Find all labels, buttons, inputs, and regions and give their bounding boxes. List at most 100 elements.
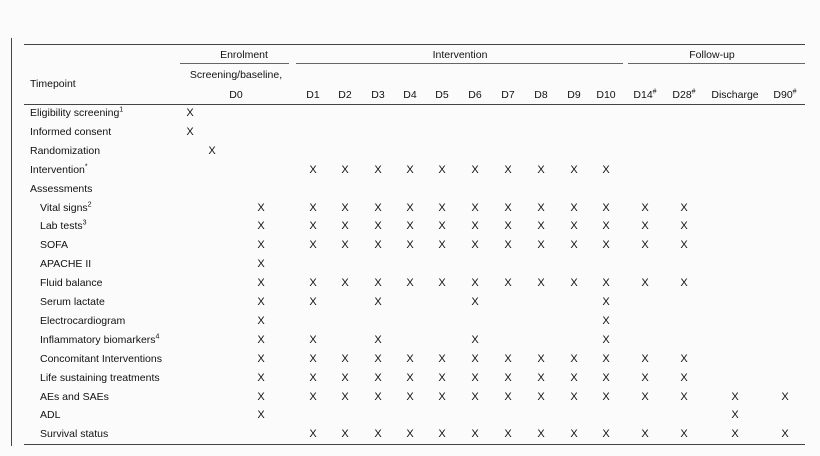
schedule-mark: X: [374, 201, 382, 214]
screening-header: Screening/baseline,: [189, 69, 283, 81]
footnote-marker: 2: [87, 201, 92, 208]
schedule-mark: X: [406, 371, 414, 384]
schedule-mark: X: [641, 201, 649, 214]
table-bottom-rule: [24, 444, 805, 445]
schedule-mark: X: [537, 390, 545, 403]
schedule-mark: X: [257, 314, 265, 327]
schedule-mark: X: [602, 333, 610, 346]
row-label: Randomization: [30, 144, 101, 157]
schedule-mark: X: [731, 409, 739, 422]
schedule-mark: X: [374, 296, 382, 308]
group-intervention: Intervention: [432, 49, 488, 61]
schedule-mark: X: [406, 201, 414, 214]
schedule-mark: X: [570, 428, 578, 441]
schedule-mark: X: [341, 277, 349, 290]
schedule-mark: X: [341, 201, 349, 214]
schedule-mark: X: [570, 277, 578, 290]
schedule-mark: X: [309, 371, 317, 384]
schedule-mark: X: [406, 428, 414, 441]
column-header: D6: [468, 89, 482, 101]
schedule-mark: X: [602, 201, 610, 214]
schedule-mark: X: [438, 239, 446, 252]
schedule-mark: X: [641, 239, 649, 252]
schedule-mark: X: [374, 220, 382, 233]
schedule-mark: X: [570, 352, 578, 365]
schedule-mark: X: [438, 371, 446, 384]
column-header: D3: [371, 89, 385, 101]
schedule-mark: X: [504, 201, 512, 214]
schedule-mark: X: [186, 107, 194, 119]
schedule-mark: X: [341, 390, 349, 403]
schedule-mark: X: [438, 390, 446, 403]
column-header: D8: [534, 89, 548, 101]
footnote-marker: *: [84, 163, 88, 171]
schedule-mark: X: [537, 163, 545, 176]
row-label: Electrocardiogram: [40, 314, 126, 327]
column-header: D14#: [633, 88, 657, 102]
schedule-mark: X: [471, 201, 479, 214]
schedule-mark: X: [341, 371, 349, 384]
schedule-mark: X: [309, 333, 317, 346]
column-header: D5: [435, 89, 449, 101]
schedule-mark: X: [257, 409, 265, 422]
schedule-mark: X: [537, 220, 545, 233]
footnote-marker: 4: [155, 333, 160, 341]
schedule-mark: X: [471, 296, 479, 308]
schedule-mark: X: [471, 163, 479, 176]
column-header: D28#: [672, 88, 696, 102]
schedule-mark: X: [504, 371, 512, 384]
column-header: D4: [403, 89, 417, 101]
schedule-mark: X: [341, 428, 349, 441]
schedule-mark: X: [602, 314, 610, 327]
footnote-marker: 1: [119, 106, 124, 114]
schedule-mark: X: [257, 201, 265, 214]
enrolment-rule: [180, 63, 289, 64]
schedule-mark: X: [641, 277, 649, 290]
schedule-mark: X: [471, 390, 479, 403]
schedule-mark: X: [309, 239, 317, 252]
schedule-mark: X: [570, 201, 578, 214]
schedule-mark: X: [186, 125, 194, 138]
schedule-mark: X: [406, 390, 414, 403]
row-label: Assessments: [30, 182, 93, 195]
row-label: Eligibility screening1: [30, 106, 124, 120]
schedule-mark: X: [406, 277, 414, 290]
schedule-mark: X: [374, 277, 382, 290]
schedule-mark: X: [602, 239, 610, 252]
schedule-mark: X: [438, 220, 446, 233]
row-label: Inflammatory biomarkers4: [40, 333, 160, 346]
schedule-mark: X: [471, 239, 479, 252]
schedule-mark: X: [438, 352, 446, 365]
column-header: D9: [567, 89, 581, 101]
schedule-mark: X: [680, 352, 688, 365]
schedule-mark: X: [641, 390, 649, 403]
schedule-mark: X: [406, 220, 414, 233]
schedule-mark: X: [570, 390, 578, 403]
schedule-mark: X: [731, 428, 739, 441]
schedule-mark: X: [257, 390, 265, 403]
schedule-mark: X: [471, 352, 479, 365]
schedule-mark: X: [781, 390, 789, 403]
schedule-mark: X: [438, 277, 446, 290]
followup-rule: [628, 63, 805, 64]
schedule-mark: X: [537, 371, 545, 384]
schedule-mark: X: [537, 239, 545, 252]
schedule-mark: X: [309, 428, 317, 441]
schedule-mark: X: [438, 201, 446, 214]
left-border: [11, 38, 12, 446]
schedule-mark: X: [602, 296, 610, 308]
group-followup: Follow-up: [689, 49, 735, 61]
schedule-mark: X: [406, 163, 414, 176]
schedule-mark: X: [641, 428, 649, 441]
schedule-mark: X: [504, 352, 512, 365]
schedule-mark: X: [471, 220, 479, 233]
schedule-mark: X: [570, 163, 578, 176]
schedule-mark: X: [504, 390, 512, 403]
schedule-mark: X: [471, 333, 479, 346]
schedule-mark: X: [257, 277, 265, 290]
row-label: APACHE II: [40, 258, 92, 271]
schedule-mark: X: [341, 239, 349, 252]
schedule-mark: X: [309, 201, 317, 214]
schedule-mark: X: [309, 277, 317, 290]
